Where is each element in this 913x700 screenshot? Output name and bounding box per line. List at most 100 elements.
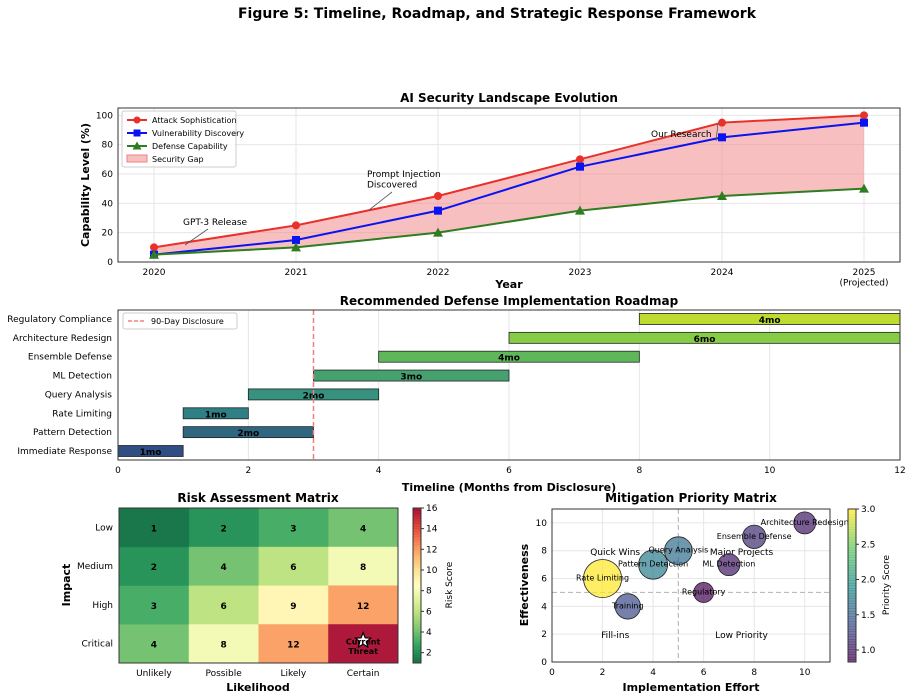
chart-title: AI Security Landscape Evolution	[400, 91, 618, 105]
colorbar-label: Risk Score	[445, 561, 455, 608]
colorbar-segment	[848, 567, 856, 571]
colorbar-segment	[848, 529, 856, 533]
data-point	[860, 111, 868, 120]
x-tick-label: 0	[549, 668, 555, 678]
colorbar-segment	[848, 659, 856, 663]
colorbar-tick-label: 6	[426, 607, 432, 617]
data-point	[150, 243, 158, 252]
bubble	[664, 536, 693, 566]
cell-value: 12	[287, 641, 300, 651]
colorbar-segment	[413, 570, 421, 574]
colorbar-segment	[848, 537, 856, 541]
quadrant-label: Fill-ins	[601, 631, 629, 641]
highlight-label: Current Threat	[346, 638, 381, 656]
colorbar-tick-label: 8	[426, 587, 432, 597]
colorbar-segment	[848, 593, 856, 597]
cell-value: 6	[290, 563, 296, 573]
colorbar-segment	[413, 557, 421, 561]
data-point	[291, 242, 301, 252]
colorbar-segment	[848, 562, 856, 566]
colorbar-segment	[413, 554, 421, 558]
legend-label: Attack Sophistication	[152, 116, 237, 125]
colorbar-segment	[413, 588, 421, 592]
colorbar-frame	[847, 508, 857, 663]
colorbar-segment	[848, 531, 856, 535]
colorbar-segment	[413, 624, 421, 628]
y-tick-label: 6	[541, 575, 547, 585]
cell-value: 2	[220, 524, 226, 534]
colorbar-segment	[413, 549, 421, 553]
bubble	[638, 549, 669, 580]
colorbar-tick-label: 2.0	[861, 576, 876, 586]
x-tick-label: 2021	[285, 268, 308, 278]
colorbar-segment	[848, 613, 856, 617]
y-tick-label: Critical	[82, 640, 113, 650]
legend-label: Security Gap	[152, 155, 204, 164]
colorbar-segment	[413, 601, 421, 605]
colorbar-segment	[848, 646, 856, 650]
colorbar-segment	[848, 633, 856, 637]
colorbar-segment	[413, 613, 421, 617]
heatmap-cell	[258, 508, 329, 548]
bar-label: 2mo	[303, 391, 325, 401]
colorbar-segment	[413, 567, 421, 571]
colorbar-segment	[848, 603, 856, 607]
colorbar-segment	[413, 660, 421, 664]
colorbar-segment	[848, 575, 856, 579]
heatmap-cell	[119, 508, 190, 548]
legend-marker	[133, 116, 141, 124]
colorbar-segment	[413, 539, 421, 543]
colorbar-segment	[413, 603, 421, 607]
x-tick-label: Unlikely	[136, 669, 172, 679]
heatmap-cell	[258, 546, 329, 586]
x-tick-label: 6	[506, 466, 512, 476]
colorbar-segment	[848, 542, 856, 546]
landscape-line-chart: 0 20 40 60 80 100 2020 2021 2022 2023 2024 2025 (Pro…	[79, 91, 901, 291]
cell-value: 8	[220, 641, 226, 651]
bubble-label: Training	[611, 601, 644, 610]
colorbar-segment	[848, 641, 856, 645]
colorbar-segment	[413, 629, 421, 633]
colorbar-segment	[413, 606, 421, 610]
y-tick-label: 20	[102, 229, 114, 239]
cell-value: 3	[290, 524, 296, 534]
data-point	[434, 206, 442, 215]
series-line	[153, 114, 865, 249]
y-tick-label: Pattern Detection	[33, 428, 112, 438]
x-tick-label: 0	[115, 466, 121, 476]
y-tick-label: Immediate Response	[17, 447, 112, 457]
bubble	[693, 582, 715, 603]
colorbar-segment	[413, 562, 421, 566]
colorbar-segment	[848, 580, 856, 584]
axes-frame	[551, 508, 831, 663]
axes-frame	[117, 107, 901, 263]
colorbar-segment	[413, 619, 421, 623]
colorbar-tick-label: 4	[426, 628, 432, 638]
data-point	[859, 183, 869, 193]
bubble	[793, 511, 817, 535]
security-gap-area	[154, 115, 864, 255]
x-tick-label: 2022	[427, 268, 450, 278]
legend: Attack Sophistication Vulnerability Disco…	[121, 110, 244, 168]
colorbar-segment	[848, 552, 856, 556]
x-axis-label: Likelihood	[226, 681, 290, 694]
bubble-label: ML Detection	[703, 560, 756, 569]
heatmap-cell	[258, 585, 329, 625]
data-point	[149, 249, 159, 259]
annotation-text: Prompt Injection Discovered	[367, 170, 441, 190]
colorbar-segment	[848, 509, 856, 513]
data-point	[576, 155, 584, 164]
colorbar-segment	[413, 577, 421, 581]
colorbar-segment	[848, 600, 856, 604]
bubble-label: Query Analysis	[648, 546, 708, 555]
colorbar-segment	[848, 608, 856, 612]
bar-label: 4mo	[759, 316, 781, 326]
colorbar-segment	[848, 582, 856, 586]
data-point	[433, 227, 443, 237]
y-axis-label: Capability Level (%)	[79, 123, 92, 247]
colorbar-tick-label: 2	[426, 649, 432, 659]
annotation-text: Our Research	[651, 130, 712, 140]
y-tick-label: 4	[541, 602, 547, 612]
